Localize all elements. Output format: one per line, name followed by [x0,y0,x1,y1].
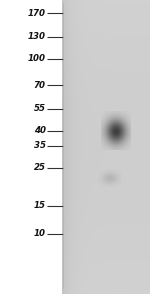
Text: 25: 25 [34,163,46,172]
Text: 35: 35 [34,141,46,150]
Text: 10: 10 [34,229,46,238]
Text: 15: 15 [34,201,46,210]
Text: 40: 40 [34,126,46,135]
Text: 100: 100 [28,54,46,63]
Text: 170: 170 [28,9,46,18]
Text: 70: 70 [34,81,46,90]
Text: 130: 130 [28,32,46,41]
Text: 55: 55 [34,104,46,113]
